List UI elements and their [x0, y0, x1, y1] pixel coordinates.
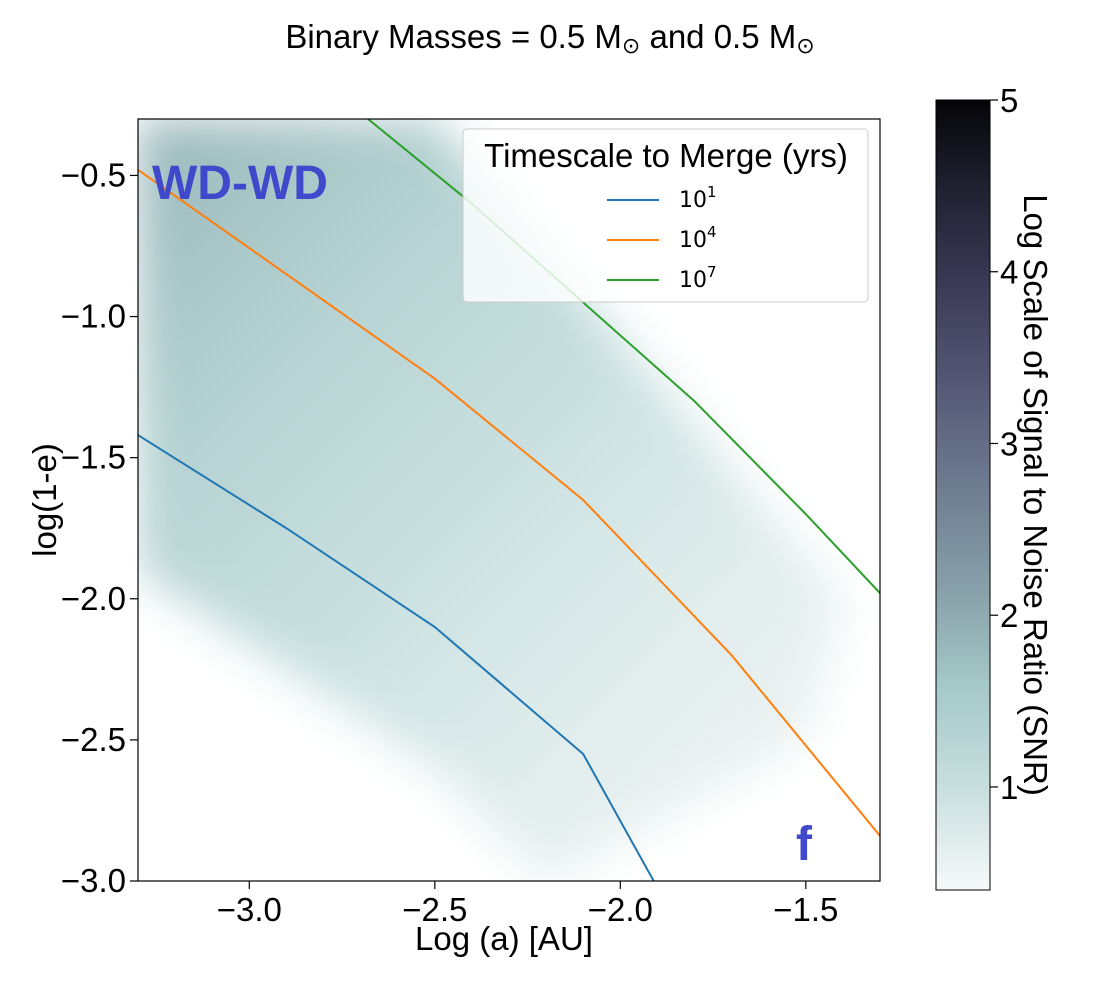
- y-tick-label: −3.0: [61, 862, 126, 899]
- y-axis-label: log(1-e): [26, 443, 63, 557]
- x-tick-label: −1.5: [773, 891, 838, 928]
- y-tick-label: −1.5: [61, 439, 126, 476]
- colorbar-tick-label: 4: [1000, 254, 1018, 291]
- legend-entry: 104: [607, 223, 717, 253]
- x-axis: −3.0 −2.5 −2.0 −1.5: [217, 881, 838, 928]
- x-axis-label: Log (a) [AU]: [415, 920, 593, 957]
- title-middle: and 0.5 M: [640, 18, 796, 55]
- x-tick-label: −3.0: [217, 891, 282, 928]
- legend-box: [462, 128, 869, 303]
- snr-heatmap-band: [138, 119, 843, 881]
- y-tick-label: −2.5: [61, 721, 126, 758]
- series-lines: [138, 119, 880, 881]
- legend-entry: 107: [607, 263, 717, 293]
- colorbar: 1 2 3 4 5 Log Scale of Signal to Noise Ratio…: [935, 82, 1054, 891]
- legend-label-exp: 4: [707, 223, 717, 241]
- legend-entry-label: 101: [679, 183, 717, 213]
- x-tick-label: −2.0: [588, 891, 653, 928]
- y-tick-label: −0.5: [61, 156, 126, 193]
- colorbar-tick-label: 3: [1000, 425, 1018, 462]
- colorbar-gradient: [935, 99, 991, 891]
- title-prefix: Binary Masses = 0.5 M: [285, 18, 622, 55]
- y-tick-label: −2.0: [61, 580, 126, 617]
- legend-entry-label: 107: [679, 263, 717, 293]
- colorbar-tick-label: 1: [1000, 769, 1018, 806]
- chart-title: Binary Masses = 0.5 M⊙ and 0.5 M⊙: [285, 18, 814, 58]
- y-tick-label: −1.0: [61, 298, 126, 335]
- legend-label-base: 10: [679, 268, 707, 293]
- legend-label-exp: 7: [707, 263, 717, 281]
- sun-symbol-icon-2: ⊙: [796, 33, 814, 58]
- colorbar-label: Log Scale of Signal to Noise Ratio (SNR): [1017, 194, 1054, 796]
- legend-entry-label: 104: [679, 223, 717, 253]
- x-tick-label: −2.5: [402, 891, 467, 928]
- colorbar-tick-label: 2: [1000, 597, 1018, 634]
- y-axis: −0.5 −1.0 −1.5 −2.0 −2.5 −3.0: [61, 156, 138, 899]
- sun-symbol-icon: ⊙: [622, 33, 640, 58]
- legend-label-base: 10: [679, 188, 707, 213]
- series-line-2: [138, 168, 880, 837]
- legend-title: Timescale to Merge (yrs): [484, 137, 848, 174]
- series-line-1: [138, 434, 655, 881]
- region-label: WD-WD: [152, 157, 328, 210]
- colorbar-ticks: 1 2 3 4 5: [990, 82, 1018, 806]
- legend: Timescale to Merge (yrs) 101 104 107: [462, 128, 869, 303]
- panel-label: f: [796, 818, 813, 871]
- legend-label-base: 10: [679, 228, 707, 253]
- legend-label-exp: 1: [707, 183, 717, 201]
- plot-frame: [137, 118, 881, 882]
- colorbar-tick-label: 5: [1000, 82, 1018, 119]
- legend-entry: 101: [607, 183, 717, 213]
- series-line-3: [367, 119, 880, 594]
